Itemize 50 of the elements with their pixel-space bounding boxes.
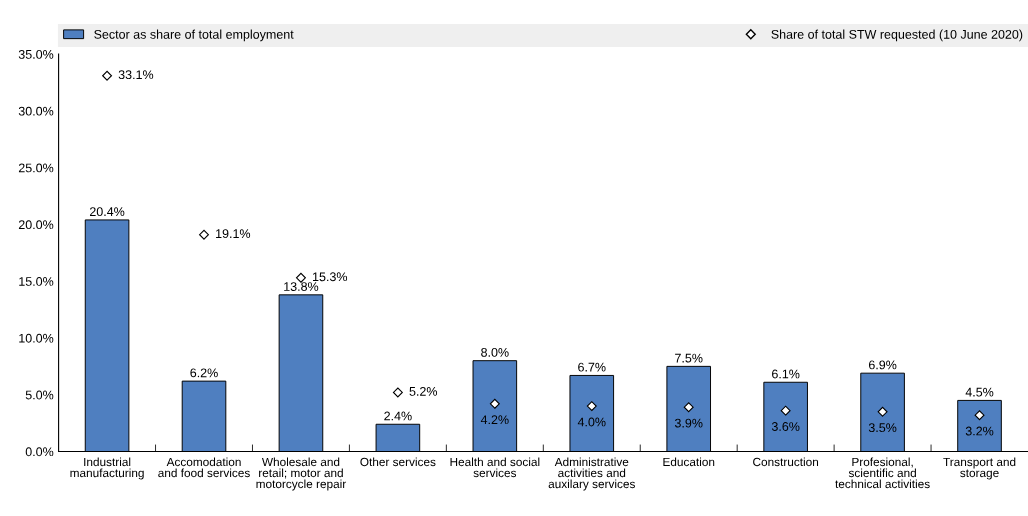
data-label: 20.4% [89,207,125,217]
data-label: 6.7% [578,362,606,372]
y-tick-label: 30.0% [18,106,54,116]
x-tick-label: Accomodation and food services [158,457,250,478]
x-tick-label: Administrative activities and auxilary services [548,457,635,491]
x-tick-label: Construction [753,457,819,467]
legend-label: Sector as share of total employment [94,29,294,42]
point [295,272,306,283]
point [683,402,694,413]
data-label: 3.2% [965,426,994,436]
data-label: 33.1% [118,70,154,80]
x-tick-label: Profesional, scientific and technical activities [835,457,930,489]
y-tick-label: 15.0% [19,277,54,286]
data-label: 3.9% [674,418,703,428]
x-tick-label: Health and social services [450,457,540,478]
data-label: 6.2% [190,368,218,378]
data-label: 4.2% [480,415,509,425]
legend-label: Share of total STW requested (10 June 2020) [771,29,1023,42]
data-label: 4.5% [965,387,994,397]
data-label: 3.5% [868,423,897,433]
data-label: 13.8% [284,282,319,291]
data-label: 3.6% [771,422,800,431]
data-label: 15.3% [313,272,348,282]
point [392,387,403,398]
data-label: 5.2% [409,386,438,396]
data-label: 19.1% [216,229,251,239]
data-label: 8.0% [481,347,509,357]
y-tick-label: 25.0% [18,163,54,173]
y-tick-label: 35.0% [18,49,54,59]
point [974,410,985,421]
point [877,406,888,417]
point [199,229,209,240]
x-tick-label: Education [663,457,715,467]
point [586,401,597,412]
y-tick-label: 5.0% [25,390,54,400]
x-tick-label: Transport and storage [943,457,1016,480]
point [780,405,791,416]
data-label: 6.9% [868,360,897,370]
data-label: 6.1% [772,369,800,379]
x-tick-label: Industrial manufacturing [70,457,144,480]
y-tick-label: 0.0% [25,447,54,457]
data-label: 2.4% [384,411,412,421]
data-label: 4.0% [577,417,606,427]
point [102,70,113,81]
x-tick-label: Other services [360,457,436,467]
data-label: 7.5% [675,353,703,363]
point [489,398,500,409]
x-tick-label: Wholesale and retail; motor and motorcycle repair [256,457,347,491]
y-tick-label: 10.0% [19,333,54,343]
y-tick-label: 20.0% [18,220,54,230]
